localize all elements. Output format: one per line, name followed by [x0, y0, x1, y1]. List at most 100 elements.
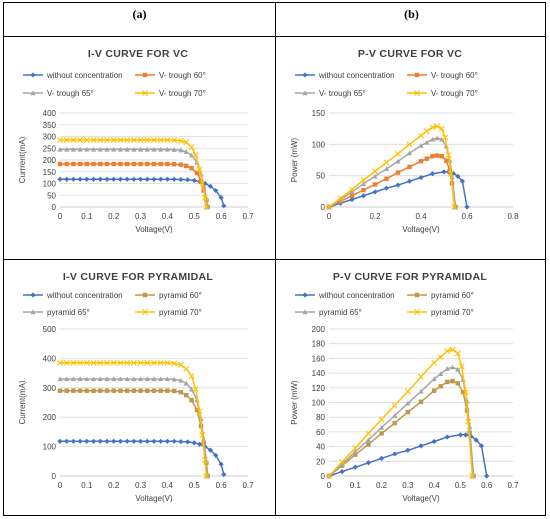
data-point [164, 146, 171, 152]
data-point [458, 363, 465, 370]
legend-item: pyramid 70° [407, 308, 474, 317]
data-point [441, 169, 447, 175]
data-point [429, 124, 436, 131]
legend-item: V- trough 65° [295, 89, 366, 98]
data-point [445, 379, 450, 385]
data-point [57, 146, 63, 152]
data-point [372, 182, 378, 187]
data-point [437, 353, 444, 360]
data-point [378, 424, 385, 430]
data-point [130, 359, 137, 366]
data-point [462, 389, 469, 396]
data-point [137, 137, 144, 144]
data-point [118, 161, 123, 167]
data-point [151, 161, 157, 167]
legend-label: pyramid 65° [47, 308, 90, 317]
legend-marker [414, 90, 420, 96]
x-tick-label: 0.1 [81, 481, 93, 490]
data-point [158, 376, 164, 382]
data-point [151, 146, 157, 152]
data-point [70, 376, 77, 382]
data-point [63, 359, 70, 366]
data-point [444, 158, 449, 163]
legend-label: V- trough 70° [159, 89, 206, 98]
data-point [360, 177, 367, 184]
data-point [418, 142, 424, 148]
data-point [117, 438, 124, 444]
data-point [189, 152, 195, 158]
data-point [137, 146, 144, 152]
data-point [151, 359, 157, 366]
data-point [372, 168, 378, 175]
data-point [151, 388, 157, 393]
legend-label: V- trough 60° [159, 71, 206, 80]
data-point [131, 161, 137, 167]
data-point [406, 150, 413, 156]
data-point [90, 376, 97, 382]
y-axis-label: Currrent(mA) [18, 136, 27, 183]
data-point [158, 176, 164, 182]
data-point [138, 161, 143, 167]
data-point [444, 348, 451, 355]
y-tick-label: 0 [52, 472, 57, 481]
data-point [326, 204, 332, 210]
data-point [202, 194, 209, 201]
data-point [57, 161, 63, 167]
data-point [383, 185, 390, 191]
data-point [424, 156, 429, 161]
legend-label: pyramid 65° [319, 308, 362, 317]
data-point [205, 204, 211, 210]
data-point [447, 168, 452, 173]
x-tick-label: 0.2 [369, 212, 381, 221]
y-tick-label: 160 [312, 354, 326, 363]
legend-item: V- trough 65° [23, 89, 94, 98]
data-point [449, 364, 456, 370]
data-point [183, 139, 190, 146]
data-point [77, 359, 84, 366]
data-point [339, 459, 346, 466]
data-point [429, 136, 436, 142]
x-tick-label: 0.5 [455, 481, 467, 490]
legend-item: V- trough 60° [407, 71, 478, 80]
data-point [183, 380, 189, 386]
y-tick-label: 20 [316, 457, 325, 466]
y-tick-label: 180 [312, 340, 326, 349]
legend-marker [414, 72, 420, 78]
y-axis-label: Power (mW) [290, 137, 299, 182]
data-point [171, 360, 178, 367]
legend-label: pyramid 60° [431, 291, 474, 300]
data-point [178, 176, 184, 183]
data-point [171, 438, 177, 444]
data-point [164, 359, 171, 366]
x-tick-label: 0.7 [507, 481, 519, 490]
x-tick-label: 0.6 [216, 481, 228, 490]
y-tick-label: 300 [43, 384, 57, 393]
data-point [349, 193, 355, 198]
x-axis-label: Voltage(V) [135, 225, 173, 234]
x-tick-label: 0.6 [481, 481, 493, 490]
data-point [104, 146, 110, 152]
data-point [164, 376, 171, 382]
data-point [124, 137, 131, 144]
data-point [465, 418, 472, 425]
legend-label: V- trough 70° [431, 89, 478, 98]
legend-label: pyramid 60° [159, 291, 202, 300]
data-point [165, 388, 170, 393]
data-point [157, 359, 164, 366]
data-point [117, 359, 124, 366]
legend-marker [142, 72, 148, 78]
data-point [70, 137, 77, 144]
data-point [439, 154, 444, 159]
data-point [137, 438, 144, 444]
series-line [328, 434, 488, 477]
chart-title: P-V CURVE FOR VC [358, 48, 462, 60]
data-point [431, 388, 437, 393]
legend-label: without concentration [46, 291, 123, 300]
data-point [84, 376, 90, 382]
data-point [196, 166, 203, 173]
data-point [64, 176, 70, 182]
data-point [84, 388, 90, 393]
data-point [131, 376, 137, 382]
data-point [183, 149, 189, 154]
data-point [111, 161, 116, 167]
